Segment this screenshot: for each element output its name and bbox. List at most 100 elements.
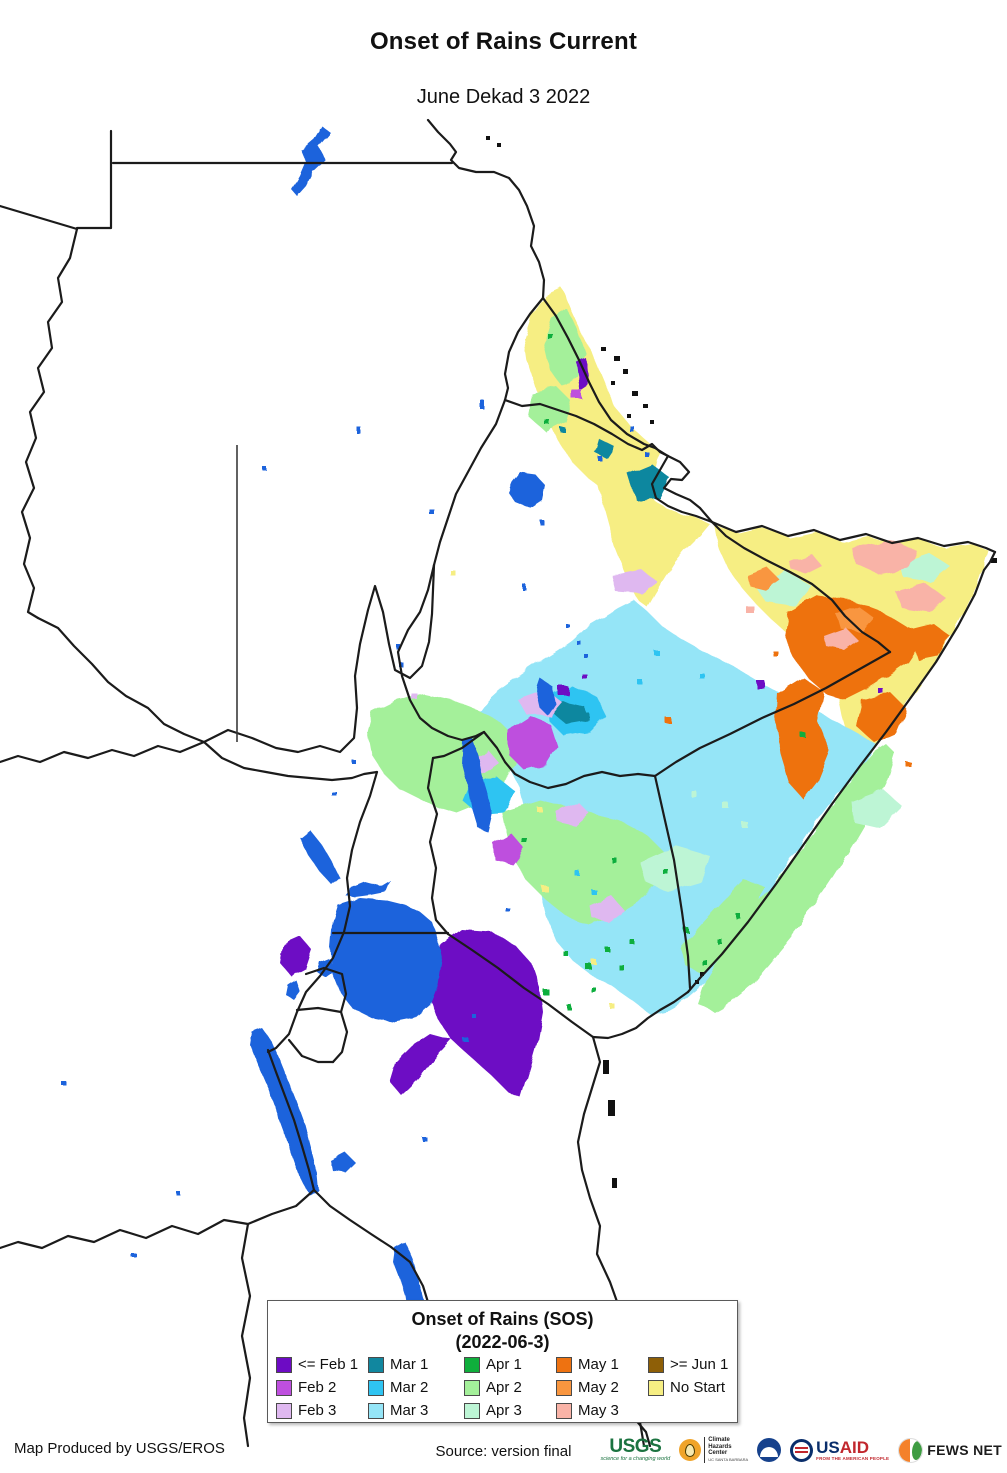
page-title: Onset of Rains Current [369,28,638,55]
region-apr2-central-kenya [502,800,668,926]
border-uganda-kenya [426,756,450,936]
region-apr3-b [852,790,902,828]
island-zanzibar [608,1100,615,1116]
border-car-southsudan [202,740,379,782]
swatch-apr2 [464,1379,480,1396]
legend-item-apr1: Apr 1 [464,1356,522,1373]
specks-apr3 [692,792,748,828]
swatch-may3 [556,1402,572,1419]
border-ethiopia-somalia [653,650,892,778]
swatch-apr3 [464,1402,480,1419]
region-may3-e [746,606,754,613]
lake-kivu [286,980,300,1000]
border-ilemi [431,730,486,760]
region-feb1-tanzania [427,930,543,1098]
region-may1-north-somalia [784,596,920,700]
legend-item-jun1: >= Jun 1 [648,1356,728,1373]
swatch-may2 [556,1379,572,1396]
legend-item-apr2: Apr 2 [464,1379,522,1396]
region-feb1-seth [558,686,568,695]
fews-net-logo: FEWS NET [898,1437,1002,1463]
region-apr3-somaliland [756,572,812,606]
lake-nasser [292,126,331,196]
specks-feb3 [412,694,418,700]
coast-somalia-indian-ocean [686,550,997,994]
specks-nostart [450,570,615,1009]
usgs-logo: USGS science for a changing world [600,1436,671,1463]
region-may3-c [790,554,822,574]
border-eritrea-ethiopia [503,398,670,458]
legend-item-may1: May 1 [556,1356,619,1373]
border-ethiopia-kenya [482,730,657,790]
border-ethiopia-southsudan [396,563,486,742]
swatch-mar2 [368,1379,384,1396]
border-tz-zambia-west [0,1188,316,1250]
coast-eritrea [541,296,670,458]
region-may3-b [896,584,946,612]
region-may3-a [852,540,916,574]
raster-data-layer [279,288,988,1098]
swatch-feb1 [276,1356,292,1373]
specks-mar1 [560,427,591,719]
border-rwanda-north [304,966,348,1014]
border-tanganyika [266,1048,316,1192]
region-may1-c [856,692,906,742]
map-legend: Onset of Rains (SOS) (2022-06-3) <= Feb … [267,1300,738,1423]
map-credit: Map Produced by USGS/EROS [14,1440,225,1457]
region-may1-central-streak [776,678,830,800]
legend-item-feb2: Feb 2 [276,1379,336,1396]
footer-logos: USGS science for a changing world Climat… [600,1431,1002,1469]
legend-title: Onset of Rains (SOS) (2022-06-3) [411,1309,594,1352]
region-feb3-c [556,802,590,826]
region-may2-b [748,568,780,590]
region-mar1-streak [552,700,590,724]
region-apr2-eritrea-b [528,386,572,432]
specks-mar2 [574,650,705,895]
islands-layer [486,136,997,1188]
lake-rukwa [330,1152,355,1172]
coast-gulf-of-aden [710,520,997,554]
lake-albert [300,830,340,885]
water-layer [61,126,649,1352]
border-egypt-libya-sudan [75,129,113,230]
page-subtitle: June Dekad 3 2022 [416,86,591,108]
legend-item-feb1: <= Feb 1 [276,1356,358,1373]
border-chad-sudan [20,227,79,620]
fews-globe-icon [898,1437,924,1463]
border-rwanda-burundi [295,1006,349,1064]
region-feb1-tanzania-spur [390,1034,452,1096]
region-apr2-eritrea-a [544,308,586,386]
region-feb2-a [508,716,557,770]
border-ethiopia-somaliland [710,520,892,654]
island-mafia [612,1178,617,1188]
swatch-mar3 [368,1402,384,1419]
region-nostart-afar [590,402,710,608]
region-feb1-somalia [756,680,764,688]
border-libya-chad [0,204,79,231]
legend-item-mar3: Mar 3 [368,1402,428,1419]
specks-apr1 [522,334,805,1009]
legend-item-feb3: Feb 3 [276,1402,336,1419]
region-feb2-eritrea [572,390,582,399]
swatch-nostart [648,1379,664,1396]
border-car-west [0,740,206,764]
region-mar1-small [594,438,614,458]
specks-feb1 [582,674,883,693]
border-ethiopia-sudan [432,398,507,567]
noaa-logo [757,1438,782,1462]
rift-lakes-abaya [536,678,556,716]
swatch-may1 [556,1356,572,1373]
region-feb1-sw-uganda [279,936,312,976]
region-feb3-d [590,896,624,922]
region-may3-d [824,628,858,650]
legend-item-mar2: Mar 2 [368,1379,428,1396]
legend-item-may3: May 3 [556,1402,619,1419]
border-drc-zambia [240,1222,252,1448]
climate-hazards-center-logo: Climate Hazards Center UC SANTA BARBARA [679,1437,748,1463]
usaid-logo: USAID FROM THE AMERICAN PEOPLE [790,1438,889,1462]
lake-turkana [462,738,492,832]
swatch-feb2 [276,1379,292,1396]
lake-kyoga [345,880,390,897]
